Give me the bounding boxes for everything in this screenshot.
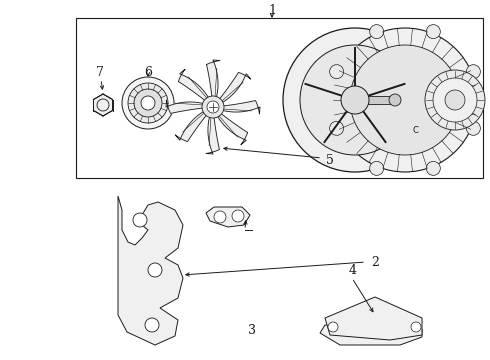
Text: 1: 1 xyxy=(268,4,276,17)
Polygon shape xyxy=(207,60,220,99)
Circle shape xyxy=(389,94,401,106)
Circle shape xyxy=(145,318,159,332)
Text: 5: 5 xyxy=(326,153,334,166)
Circle shape xyxy=(122,77,174,129)
Circle shape xyxy=(369,24,384,39)
Circle shape xyxy=(214,211,226,223)
Circle shape xyxy=(128,83,168,123)
Polygon shape xyxy=(206,116,220,154)
Polygon shape xyxy=(325,297,422,340)
Circle shape xyxy=(133,213,147,227)
Circle shape xyxy=(330,65,343,79)
Polygon shape xyxy=(118,196,183,345)
Circle shape xyxy=(134,89,162,117)
Circle shape xyxy=(433,78,477,122)
Circle shape xyxy=(330,121,343,135)
Circle shape xyxy=(350,45,460,155)
Polygon shape xyxy=(217,113,247,145)
Circle shape xyxy=(341,86,369,114)
Text: 2: 2 xyxy=(371,256,379,269)
Circle shape xyxy=(425,70,485,130)
Bar xyxy=(353,96,393,104)
Circle shape xyxy=(202,96,224,118)
Circle shape xyxy=(466,121,480,135)
Circle shape xyxy=(445,90,465,110)
Polygon shape xyxy=(320,325,422,345)
Circle shape xyxy=(333,28,477,172)
Text: 4: 4 xyxy=(349,264,357,276)
Circle shape xyxy=(328,322,338,332)
Bar xyxy=(76,18,483,178)
Polygon shape xyxy=(175,111,207,141)
Text: 6: 6 xyxy=(144,66,152,78)
Polygon shape xyxy=(166,100,204,113)
Circle shape xyxy=(148,263,162,277)
Circle shape xyxy=(411,322,421,332)
Circle shape xyxy=(207,101,219,113)
Text: 3: 3 xyxy=(248,324,256,337)
Polygon shape xyxy=(94,94,113,116)
Circle shape xyxy=(426,161,441,175)
Circle shape xyxy=(300,45,410,155)
Circle shape xyxy=(426,24,441,39)
Circle shape xyxy=(466,65,480,79)
Polygon shape xyxy=(206,207,250,227)
Text: 7: 7 xyxy=(96,66,104,78)
Circle shape xyxy=(369,161,384,175)
Polygon shape xyxy=(178,69,209,101)
Text: C: C xyxy=(412,126,418,135)
Circle shape xyxy=(232,210,244,222)
Polygon shape xyxy=(219,72,251,103)
Circle shape xyxy=(283,28,427,172)
Polygon shape xyxy=(221,100,260,114)
Circle shape xyxy=(141,96,155,110)
